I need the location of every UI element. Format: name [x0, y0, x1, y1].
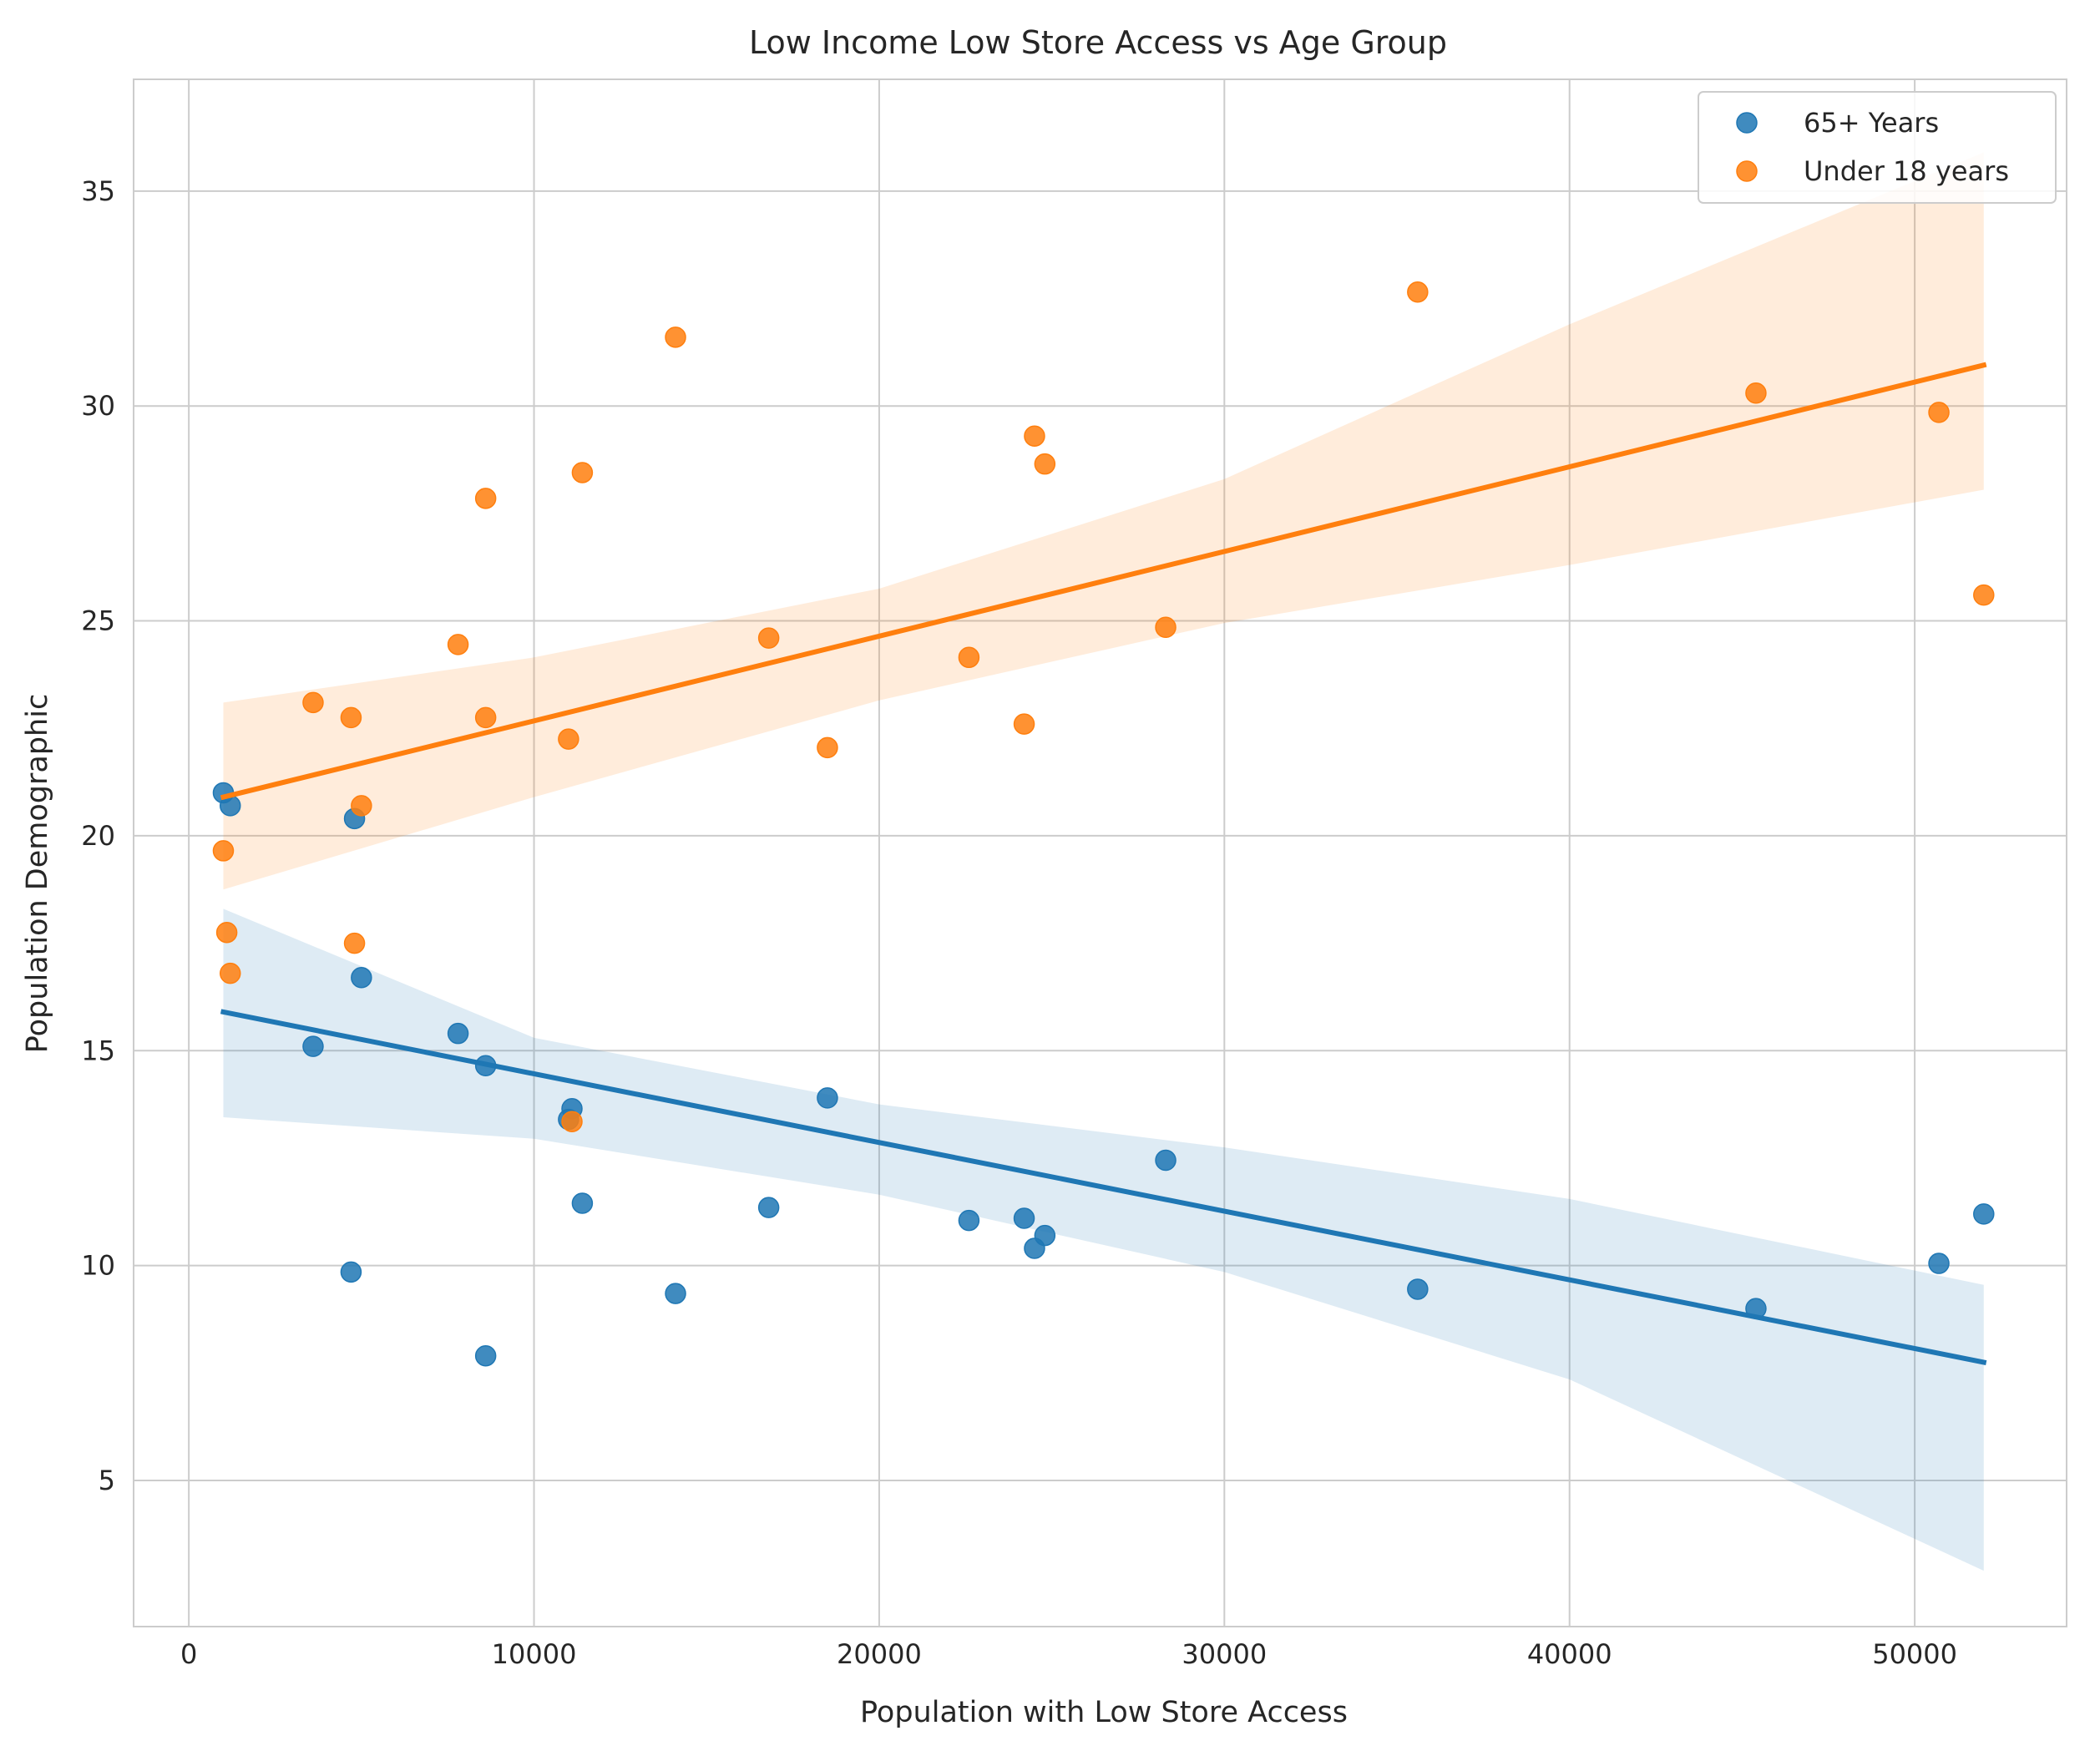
data-point [1928, 402, 1950, 423]
data-point [474, 1344, 497, 1367]
y-tick-label: 25 [81, 605, 115, 637]
data-point [757, 627, 780, 649]
data-point [220, 962, 241, 984]
data-point [958, 646, 980, 669]
data-point [1034, 453, 1056, 475]
data-point [447, 634, 469, 655]
data-point [215, 921, 238, 944]
regression-lines [220, 362, 1987, 1365]
legend-box [1698, 91, 2057, 204]
chart-title: Low Income Low Store Access vs Age Group [749, 24, 1447, 61]
y-axis-label: Population Demographic [21, 694, 54, 1053]
data-point [757, 1197, 780, 1218]
x-tick-label: 10000 [492, 1638, 577, 1670]
data-point [561, 1111, 583, 1132]
data-point [302, 1035, 324, 1057]
data-point [1407, 1278, 1429, 1300]
data-point [571, 1192, 594, 1214]
data-point [474, 706, 497, 729]
data-point [1013, 1207, 1035, 1229]
data-point [447, 1022, 469, 1045]
data-point [958, 1209, 980, 1232]
x-tick-label: 40000 [1527, 1638, 1612, 1670]
x-axis-label: Population with Low Store Access [860, 1696, 1348, 1729]
x-tick-label: 0 [180, 1638, 197, 1670]
data-point [1928, 1253, 1950, 1274]
data-point [351, 795, 372, 817]
data-point [1973, 1203, 1995, 1225]
data-point [571, 462, 594, 483]
y-tick-label: 20 [81, 820, 115, 852]
data-point [1745, 382, 1767, 404]
x-tick-label: 30000 [1182, 1638, 1267, 1670]
legend-label: Under 18 years [1804, 155, 2009, 187]
data-point [340, 1261, 362, 1283]
data-point [558, 728, 579, 750]
y-tick-label: 30 [81, 390, 115, 422]
data-point [302, 691, 324, 714]
data-point [817, 736, 838, 759]
y-tick-label: 15 [81, 1035, 115, 1066]
legend: 65+ Years Under 18 years [1698, 91, 2057, 204]
confidence-band [223, 908, 1984, 1571]
x-tick-label: 50000 [1872, 1638, 1957, 1670]
legend-marker [1736, 112, 1758, 134]
confidence-bands [223, 152, 1984, 1571]
data-point [474, 488, 497, 509]
data-point [817, 1087, 838, 1109]
y-tick-label: 5 [99, 1465, 115, 1496]
grid-lines [134, 79, 2067, 1627]
y-tick-label: 35 [81, 175, 115, 207]
regression-line [220, 1009, 1987, 1365]
data-point [1973, 584, 1995, 606]
data-point [1024, 425, 1045, 447]
y-tick-label: 10 [81, 1250, 115, 1282]
x-tick-label: 20000 [837, 1638, 922, 1670]
plot-frame [133, 78, 2067, 1627]
tick-labels: 0 10000 20000 30000 40000 50000 5 10 15 20 25 30 35 [81, 175, 1957, 1670]
data-point [212, 840, 235, 862]
data-point [351, 967, 372, 989]
legend-marker [1736, 160, 1758, 182]
data-point [1155, 1149, 1177, 1172]
data-point [343, 932, 366, 954]
data-point [1013, 713, 1035, 735]
regression-line [220, 362, 1987, 801]
data-point [1407, 281, 1429, 303]
legend-label: 65+ Years [1804, 107, 1939, 139]
data-point [1155, 616, 1177, 639]
data-point [340, 706, 362, 729]
data-point [1034, 1224, 1056, 1247]
confidence-band [223, 152, 1984, 890]
data-point [665, 1283, 686, 1304]
data-point [665, 326, 686, 348]
